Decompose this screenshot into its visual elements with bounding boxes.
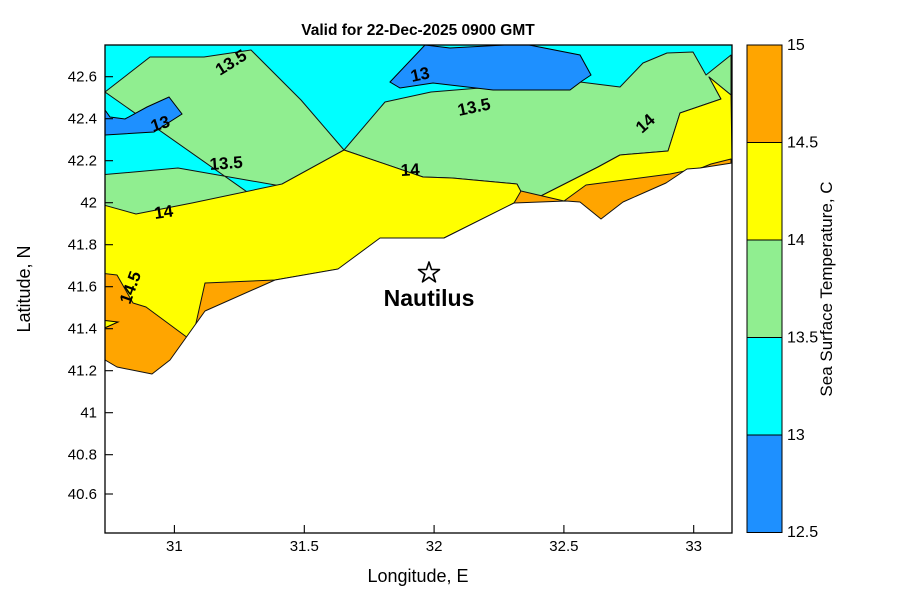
svg-text:Nautilus: Nautilus <box>384 285 475 311</box>
svg-text:42.4: 42.4 <box>68 111 97 128</box>
svg-text:40.6: 40.6 <box>68 486 97 503</box>
svg-text:42: 42 <box>80 195 97 212</box>
svg-text:Sea Surface Temperature, C: Sea Surface Temperature, C <box>817 181 836 396</box>
svg-text:32: 32 <box>426 538 443 555</box>
svg-text:33: 33 <box>685 538 702 555</box>
svg-text:41.4: 41.4 <box>68 321 97 338</box>
svg-text:42.6: 42.6 <box>68 69 97 86</box>
svg-text:Valid for 22-Dec-2025 0900 GMT: Valid for 22-Dec-2025 0900 GMT <box>301 22 535 39</box>
svg-text:42.2: 42.2 <box>68 153 97 170</box>
svg-text:32.5: 32.5 <box>549 538 578 555</box>
svg-text:41: 41 <box>80 405 97 422</box>
svg-text:13: 13 <box>409 63 431 86</box>
svg-text:41.6: 41.6 <box>68 279 97 296</box>
svg-text:14.5: 14.5 <box>787 135 818 152</box>
svg-text:Latitude, N: Latitude, N <box>14 245 34 332</box>
svg-text:14: 14 <box>787 232 805 249</box>
svg-text:12.5: 12.5 <box>787 524 818 541</box>
svg-text:13: 13 <box>787 427 805 444</box>
svg-text:31: 31 <box>166 538 183 555</box>
svg-text:15: 15 <box>787 37 805 54</box>
svg-text:41.8: 41.8 <box>68 237 97 254</box>
svg-text:13.5: 13.5 <box>209 153 243 174</box>
svg-text:13.5: 13.5 <box>787 330 818 347</box>
svg-text:41.2: 41.2 <box>68 363 97 380</box>
svg-text:14: 14 <box>153 201 175 223</box>
svg-text:Longitude, E: Longitude, E <box>367 566 468 586</box>
svg-text:40.8: 40.8 <box>68 447 97 464</box>
svg-text:14: 14 <box>400 160 420 180</box>
svg-text:31.5: 31.5 <box>290 538 319 555</box>
